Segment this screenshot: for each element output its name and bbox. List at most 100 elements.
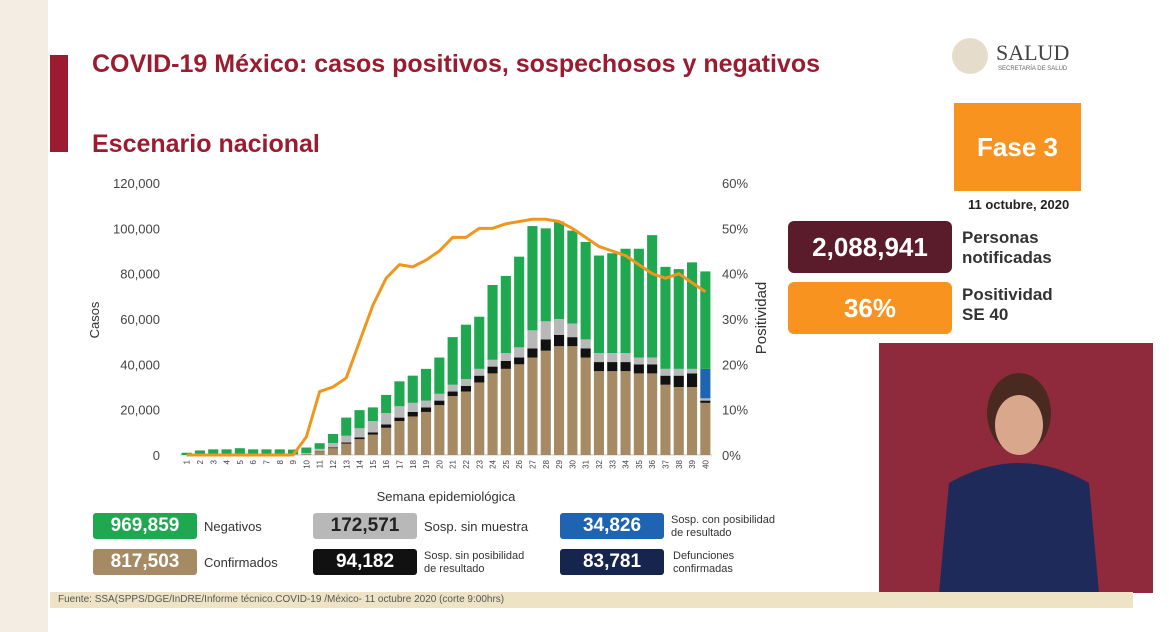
y-tick-label: 60,000 (120, 312, 160, 327)
bar-segment (261, 449, 272, 455)
legend-total: 83,781 (560, 549, 664, 575)
legend-label: Defunciones confirmadas (673, 550, 735, 575)
legend-total: 94,182 (313, 549, 417, 575)
bar-segment (327, 433, 339, 443)
bar-segment (327, 447, 339, 449)
bar-segment (367, 407, 378, 421)
x-tick-label: 4 (223, 459, 232, 464)
bar-segment (500, 353, 511, 361)
bar-segment (420, 411, 432, 455)
bar-segment (607, 362, 618, 372)
bar-segment (301, 453, 312, 454)
kpi-label: Personas notificadas (962, 228, 1052, 267)
bar-segment (341, 442, 352, 444)
y-tick-label: 80,000 (120, 267, 160, 282)
bar-segment (593, 255, 605, 353)
y2-tick-label: 10% (722, 403, 748, 418)
bar-segment (633, 373, 644, 455)
y2-tick-label: 20% (722, 357, 748, 372)
bar-segment (474, 382, 485, 455)
x-tick-label: 5 (236, 459, 245, 464)
bar-segment (327, 442, 339, 448)
bar-segment (474, 316, 485, 369)
x-tick-label: 37 (661, 459, 670, 468)
x-tick-label: 40 (701, 459, 710, 468)
bar-segment (434, 393, 445, 401)
bar-segment (500, 275, 511, 353)
source: Fuente: SSA(SPPS/DGE/InDRE/Informe técni… (58, 594, 505, 605)
bar-segment (647, 235, 658, 358)
title: COVID-19 México: casos positivos, sospec… (92, 50, 821, 78)
y-tick-label: 40,000 (120, 357, 160, 372)
bar-segment (567, 346, 578, 455)
bar-segment (686, 387, 698, 455)
bar-segment (660, 368, 671, 376)
bar-segment (314, 448, 325, 452)
bar-segment (420, 400, 432, 408)
bar-segment (434, 405, 445, 455)
bar-segment (514, 347, 525, 358)
x-tick-label: 26 (515, 459, 524, 468)
bar-segment (234, 448, 245, 455)
legend-total: 34,826 (560, 513, 664, 539)
x-tick-label: 1 (183, 459, 192, 464)
y-tick-label: 20,000 (120, 403, 160, 418)
bar-segment (460, 379, 472, 386)
bar-segment (700, 271, 711, 369)
bar-segment (580, 357, 591, 455)
bar-segment (301, 447, 312, 454)
bar-segment (394, 421, 405, 455)
bar-segment (354, 439, 365, 455)
bar-segment (327, 448, 339, 455)
bar-segment (341, 417, 352, 436)
bar-segment (474, 368, 485, 376)
x-tick-label: 23 (475, 459, 484, 468)
bar-segment (381, 413, 392, 425)
bar-segment (580, 339, 591, 349)
x-tick-label: 29 (555, 459, 564, 468)
bar-segment (673, 375, 684, 387)
bar-segment (567, 323, 578, 338)
x-tick-label: 22 (462, 459, 471, 468)
bar-segment (248, 449, 259, 455)
bar-segment (460, 385, 472, 392)
bar-segment (367, 432, 378, 435)
logo-emblem (952, 38, 988, 74)
x-tick-label: 36 (648, 459, 657, 468)
bar-segment (607, 353, 618, 363)
bar-segment (447, 391, 458, 397)
x-tick-label: 19 (422, 459, 431, 468)
x-tick-label: 28 (542, 459, 551, 468)
legend-label: Confirmados (204, 555, 278, 570)
x-tick-label: 39 (688, 459, 697, 468)
y2-tick-label: 0% (722, 448, 741, 463)
y-tick-label: 120,000 (113, 176, 160, 191)
bar-segment (487, 373, 498, 455)
bar-segment (527, 330, 538, 349)
bar-segment (540, 339, 551, 351)
x-tick-label: 38 (675, 459, 684, 468)
kpi-value: 36% (788, 282, 952, 334)
body (939, 463, 1099, 593)
bar-segment (394, 406, 405, 418)
bar-segment (700, 398, 711, 401)
bar-segment (514, 364, 525, 455)
x-tick-label: 10 (302, 459, 311, 468)
legend-total: 817,503 (93, 549, 197, 575)
bar-segment (673, 387, 684, 455)
bar-segment (460, 324, 472, 380)
bar-segment (567, 337, 578, 347)
bar-segment (341, 443, 352, 455)
bar-segment (673, 368, 684, 376)
bar-segment (620, 248, 631, 353)
x-tick-label: 24 (489, 459, 498, 468)
bar-segment (553, 334, 565, 347)
bar-segment (447, 337, 458, 385)
bar-segment (314, 451, 325, 455)
bar-segment (553, 221, 565, 319)
y2-tick-label: 50% (722, 221, 748, 236)
bar-segment (647, 364, 658, 374)
bar-segment (700, 400, 711, 403)
bar-segment (527, 348, 538, 358)
x-tick-label: 30 (568, 459, 577, 468)
